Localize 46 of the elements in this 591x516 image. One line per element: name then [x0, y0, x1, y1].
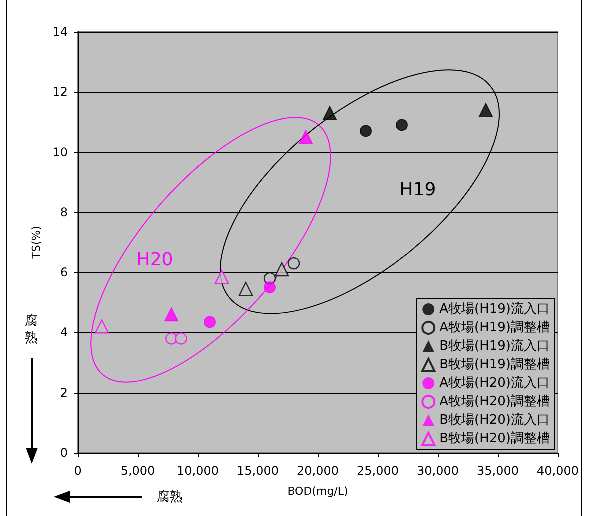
x-tick-label: 0 — [74, 464, 82, 478]
y-tick-label: 2 — [60, 386, 68, 400]
text: 腐熟 — [25, 313, 39, 347]
point — [274, 262, 290, 277]
legend-label: B牧場(H20)調整槽 — [440, 432, 550, 446]
annotation: H20 — [136, 250, 174, 270]
point — [396, 119, 408, 132]
x-tick-label: 20,000 — [297, 464, 339, 478]
point — [288, 257, 300, 270]
x-tick-label: 5,000 — [120, 464, 156, 478]
x-tick-label: 15,000 — [237, 464, 279, 478]
legend-label: A牧場(H20)流入口 — [440, 375, 550, 391]
y-tick-label: 6 — [60, 266, 68, 280]
y-tick-label: 0 — [60, 446, 68, 460]
x-axis-title: BOD(mg/L) — [288, 485, 348, 498]
legend-label: B牧場(H19)流入口 — [440, 338, 550, 354]
x-tick-label: 35,000 — [477, 464, 519, 478]
y-tick-label: 4 — [60, 326, 68, 340]
point — [204, 316, 216, 328]
y-tick-label: 10 — [52, 145, 68, 160]
x-tick-label: 40,000 — [537, 464, 579, 478]
point — [360, 125, 372, 138]
y-axis-title: TS(%) — [30, 226, 43, 260]
x-tick-label: 25,000 — [357, 464, 399, 478]
legend-label: B牧場(H19)調整槽 — [440, 358, 550, 372]
point — [479, 103, 493, 118]
legend-label: B牧場(H20)流入口 — [440, 412, 550, 428]
annotation: H19 — [400, 180, 436, 200]
x-tick-label: 30,000 — [417, 464, 459, 478]
y-tick-label: 8 — [60, 205, 68, 220]
point — [238, 282, 254, 296]
point — [94, 320, 110, 334]
text: 腐熟 — [157, 489, 183, 506]
point — [214, 270, 230, 284]
y-tick-label: 14 — [52, 25, 68, 39]
legend-label: A牧場(H20)調整槽 — [440, 394, 550, 410]
y-tick-label: 12 — [52, 85, 68, 100]
x-tick-label: 10,000 — [177, 464, 219, 478]
point — [299, 130, 313, 144]
legend-label: A牧場(H19)流入口 — [440, 301, 550, 317]
point — [166, 332, 178, 345]
legend-label: A牧場(H19)調整槽 — [440, 320, 550, 336]
point — [164, 308, 179, 322]
point — [175, 332, 188, 345]
point — [264, 282, 276, 294]
point — [323, 106, 337, 120]
